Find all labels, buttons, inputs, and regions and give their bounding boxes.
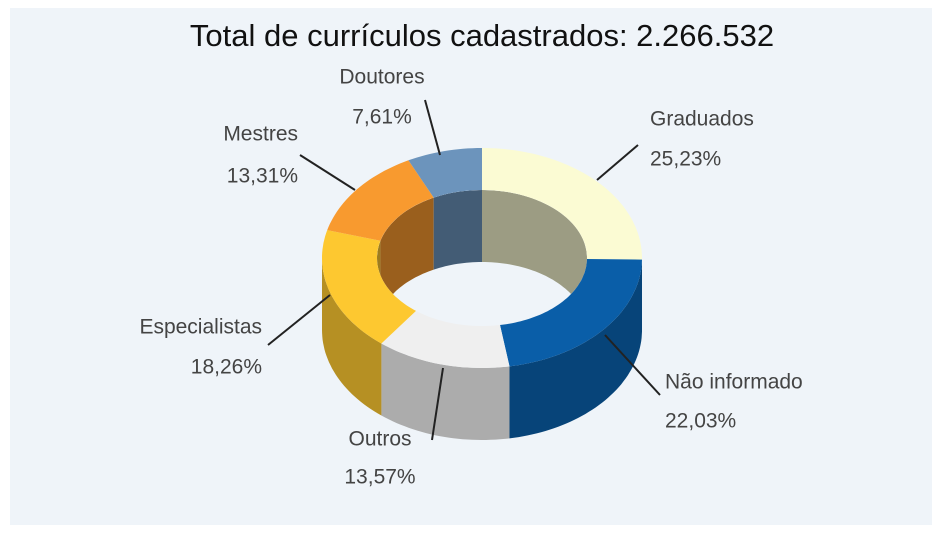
slice-value-label: 25,23% bbox=[650, 148, 721, 171]
leader-line bbox=[604, 334, 661, 396]
slice-value-label: 22,03% bbox=[665, 410, 736, 433]
slice-value-label: 18,26% bbox=[191, 356, 262, 379]
inner-walls bbox=[377, 190, 587, 326]
slice-label: Especialistas bbox=[139, 316, 262, 339]
slice bbox=[482, 148, 642, 260]
slice-label: Mestres bbox=[223, 123, 298, 146]
slice-label: Outros bbox=[348, 428, 411, 451]
slice-inner-wall bbox=[433, 190, 482, 270]
leader-line bbox=[299, 154, 356, 191]
slice bbox=[408, 148, 482, 198]
slice-label: Doutores bbox=[339, 66, 424, 89]
slice-outer-wall bbox=[509, 259, 642, 439]
chart-title: Total de currículos cadastrados: 2.266.5… bbox=[190, 18, 774, 53]
slice-label: Graduados bbox=[650, 108, 754, 131]
slice bbox=[500, 259, 642, 367]
leader-line bbox=[431, 367, 444, 441]
panel bbox=[10, 8, 932, 525]
slice-value-label: 7,61% bbox=[352, 106, 412, 129]
slice-value-label: 13,31% bbox=[227, 165, 298, 188]
slice bbox=[381, 310, 510, 368]
slice-outer-wall bbox=[322, 258, 382, 416]
leader-line bbox=[596, 144, 639, 181]
slice-inner-wall bbox=[482, 190, 587, 326]
slice bbox=[327, 160, 434, 241]
slice-label: Não informado bbox=[665, 371, 803, 394]
slice-inner-wall bbox=[380, 197, 434, 313]
leader-line bbox=[267, 294, 331, 346]
leader-line bbox=[424, 99, 441, 156]
slice bbox=[322, 230, 416, 344]
slice-value-label: 13,57% bbox=[344, 466, 415, 489]
slice-outer-wall bbox=[381, 343, 510, 440]
